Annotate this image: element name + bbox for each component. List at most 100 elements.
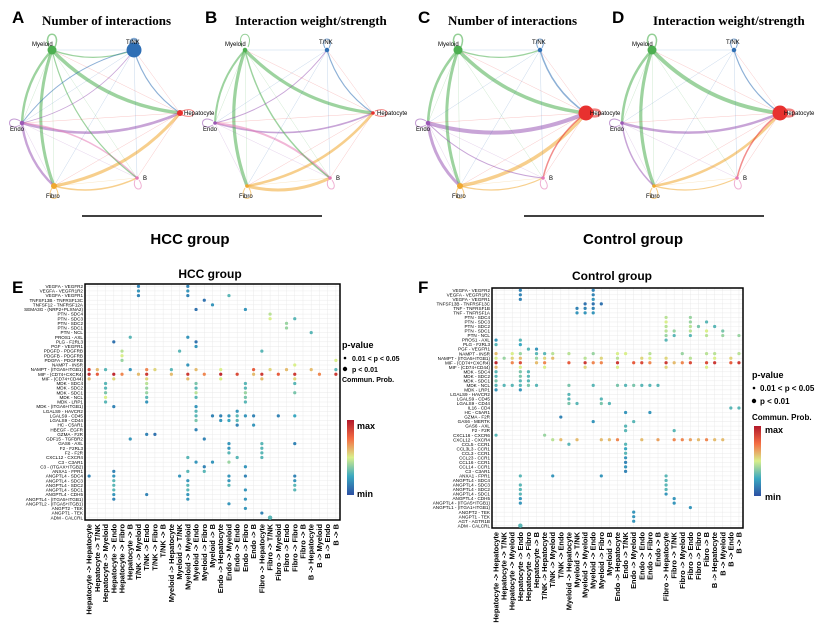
y-tick-label: CCL16 - CCR1 <box>459 460 490 465</box>
x-tick-label: Myeloid -> T/NK <box>573 531 582 587</box>
data-point <box>518 365 522 369</box>
self-loop-myeloid <box>46 33 58 48</box>
plot-frame <box>491 287 744 529</box>
y-tick-label: PDGFD - PDGFRB <box>44 349 83 354</box>
self-loop-hepatocyte <box>374 109 388 117</box>
data-point <box>243 395 248 399</box>
colorbar-max-f: max <box>765 425 783 435</box>
data-point <box>112 488 116 492</box>
faint-edge <box>53 49 135 187</box>
data-point <box>656 383 660 387</box>
node-label-hepatocyte: Hepatocyte <box>590 111 621 117</box>
network-panel-a: Hepatocyte T/NK Myeloid Endo Fibro B <box>9 33 215 200</box>
data-point <box>186 377 190 381</box>
data-point <box>87 372 91 376</box>
data-point <box>243 307 248 312</box>
data-point <box>583 306 587 310</box>
data-point <box>575 401 579 406</box>
data-point <box>615 438 620 442</box>
faint-edge <box>244 49 248 187</box>
faint-edge <box>244 49 374 114</box>
x-tick-label: Fibro -> T/NK <box>670 531 679 578</box>
data-point <box>219 418 223 423</box>
node-b <box>135 176 139 180</box>
data-point <box>591 361 595 365</box>
faint-edge <box>326 49 331 179</box>
data-point <box>494 361 498 365</box>
data-point <box>615 361 620 365</box>
data-point <box>518 343 522 347</box>
y-tick-label: F2 - F2RL3 <box>60 446 84 451</box>
data-point <box>591 302 595 306</box>
data-point <box>103 395 108 399</box>
data-point <box>713 356 717 360</box>
data-point <box>293 377 297 381</box>
data-point <box>112 474 116 478</box>
data-point <box>599 361 603 365</box>
data-point <box>664 324 668 329</box>
data-point <box>145 368 149 372</box>
y-tick-label: C3 - C3AR1 <box>465 469 490 474</box>
data-point <box>186 284 190 288</box>
y-tick-label: MIF - (CD74+CD44) <box>449 365 491 370</box>
data-point <box>623 442 628 446</box>
faint-edge <box>539 49 544 179</box>
data-point <box>704 352 709 356</box>
data-point <box>219 372 223 376</box>
data-point <box>591 352 595 356</box>
data-point <box>721 329 725 333</box>
data-point <box>518 483 522 487</box>
network-panel-c: Hepatocyte T/NK Myeloid Endo Fibro B <box>415 33 621 200</box>
data-point <box>112 497 116 501</box>
x-tick-label: B -> B <box>734 532 743 554</box>
x-tick-label: Endo -> B <box>249 524 258 559</box>
data-point <box>591 288 595 292</box>
data-point <box>112 483 116 487</box>
data-point <box>607 438 612 442</box>
data-point <box>260 451 264 455</box>
data-point <box>518 361 522 365</box>
edge-myeloid-to-hepatocyte <box>50 48 182 115</box>
x-tick-label: T/NK -> Hepatocyte <box>540 532 549 600</box>
faint-edge <box>133 49 138 179</box>
data-point <box>640 438 644 442</box>
data-point <box>284 321 289 325</box>
data-point <box>704 333 709 338</box>
y-tick-label: ANGPTL4 - (ITGA5+ITGB1) <box>433 501 491 506</box>
data-point <box>664 320 668 324</box>
y-tick-label: ADM - CALCRL <box>51 515 84 520</box>
data-point <box>534 383 539 387</box>
data-point <box>672 329 676 333</box>
data-point <box>112 340 116 344</box>
data-point <box>260 349 264 353</box>
data-point <box>136 293 141 298</box>
x-tick-label: Myeloid -> Endo <box>589 532 598 589</box>
y-tick-label: PTN - SDC3 <box>464 320 490 325</box>
data-point <box>704 361 709 365</box>
data-point <box>235 423 239 427</box>
data-point <box>543 365 547 369</box>
data-point <box>186 497 190 501</box>
data-point <box>664 474 668 478</box>
data-point <box>194 307 198 312</box>
data-point <box>567 397 571 401</box>
panel-letter-b: B <box>205 8 217 27</box>
data-point <box>518 352 522 356</box>
data-point <box>510 356 514 360</box>
data-point <box>293 381 297 386</box>
y-tick-label: LGALS9 - CD45 <box>50 413 84 418</box>
faint-edge <box>736 112 781 179</box>
x-tick-label: Hepatocyte -> T/NK <box>500 531 509 600</box>
legend-f: p-value 0.01 < p < 0.05 p < 0.01 Commun.… <box>751 370 815 502</box>
node-myeloid <box>453 45 463 55</box>
data-point <box>737 352 741 356</box>
data-point <box>103 381 108 386</box>
data-point <box>293 414 297 418</box>
commun-prob-title-f: Commun. Prob. <box>752 413 812 422</box>
data-point <box>194 460 198 464</box>
data-point <box>293 363 297 367</box>
data-point <box>494 383 498 387</box>
data-point <box>615 352 620 356</box>
data-point <box>591 383 595 387</box>
